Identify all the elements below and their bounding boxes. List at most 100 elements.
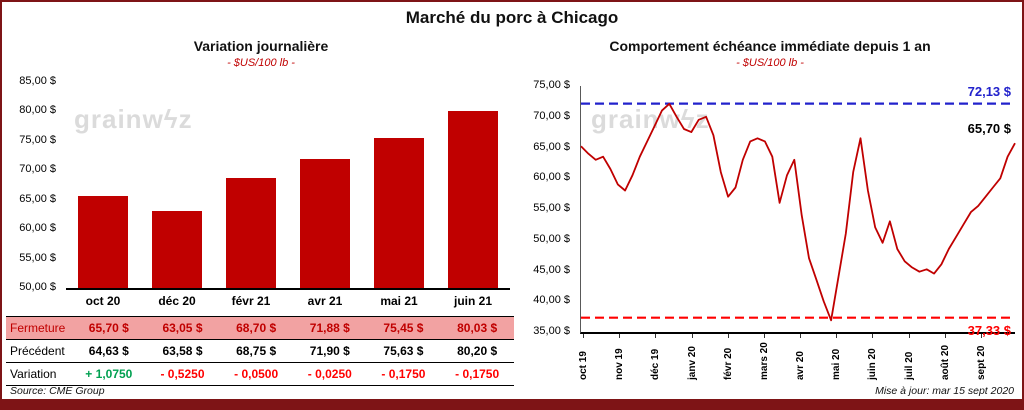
month-tick-label: mars 20 — [758, 342, 770, 380]
line-chart-plot: grainwϟz 72,13 $37,33 $65,70 $ — [580, 84, 1016, 338]
bar-category-label: juin 21 — [453, 294, 492, 308]
month-tick-label: déc 19 — [650, 348, 662, 380]
page-title: Marché du porc à Chicago — [405, 8, 619, 27]
grainwiz-watermark: grainwϟz — [74, 104, 193, 134]
x-tick-mark — [727, 334, 729, 338]
price-table: Fermeture 65,70 $ 63,05 $ 68,70 $ 71,88 $ 75,… — [6, 316, 514, 386]
table-cell: - 0,0250 — [307, 367, 352, 381]
price-line-chart — [580, 102, 1016, 322]
bar-category-label: avr 21 — [307, 294, 343, 308]
month-tick-label: oct 19 — [578, 351, 589, 380]
y-tick-label: 45,00 $ — [533, 263, 570, 276]
table-cell: - 0,5250 — [160, 367, 205, 381]
month-tick-label: juil 20 — [903, 351, 915, 380]
bar-chart-title: Variation journalière — [193, 38, 329, 54]
line-chart-y-axis: 75,00 $ 70,00 $ 65,00 $ 60,00 $ 55,00 $ 50,00… — [520, 79, 576, 337]
bar-category-label: févr 21 — [231, 294, 271, 308]
table-cell: 63,05 $ — [162, 321, 203, 335]
low-line-label: 37,33 $ — [967, 322, 1011, 338]
bottom-accent-bar — [2, 399, 1022, 408]
bar-avr-21 — [300, 159, 350, 288]
y-tick-label: 65,00 $ — [19, 192, 56, 205]
y-tick-label: 75,00 $ — [19, 133, 56, 146]
source-note: Source: CME Group — [10, 385, 105, 397]
price-series-line — [580, 102, 1016, 322]
line-chart-subtitle: - $US/100 lb - — [736, 57, 804, 69]
table-cell: 63,58 $ — [162, 344, 203, 358]
table-cell: 71,90 $ — [309, 344, 350, 358]
y-tick-label: 85,00 $ — [19, 75, 56, 87]
table-cell: 75,45 $ — [383, 321, 424, 335]
line-chart-x-axis: oct 19 nov 19 déc 19 janv 20 févr 20 mars 20 a… — [578, 334, 1014, 388]
table-cell: + 1,0750 — [85, 367, 133, 381]
table-cell: 80,20 $ — [457, 344, 498, 358]
x-tick-mark — [691, 334, 693, 338]
x-tick-mark — [655, 334, 657, 338]
table-cell: 68,70 $ — [236, 321, 277, 335]
y-tick-label: 70,00 $ — [533, 109, 570, 122]
bar-chart-plot: grainwϟz — [66, 82, 510, 290]
month-tick-label: févr 20 — [722, 347, 734, 380]
table-cell: 65,70 $ — [88, 321, 129, 335]
x-tick-mark — [763, 334, 765, 338]
month-tick-label: sept 20 — [975, 345, 987, 380]
y-tick-label: 65,00 $ — [533, 140, 570, 153]
y-tick-label: 50,00 $ — [19, 281, 56, 293]
y-tick-label: 35,00 $ — [533, 325, 570, 337]
bar-juin-21 — [448, 111, 498, 288]
bar-category-label: déc 20 — [158, 294, 196, 308]
table-cell: 68,75 $ — [236, 344, 277, 358]
month-tick-label: avr 20 — [795, 351, 806, 380]
bar-chart-y-axis: 85,00 $ 80,00 $ 75,00 $ 70,00 $ 65,00 $ 60,00… — [6, 75, 62, 293]
bar-mai-21 — [374, 138, 424, 288]
bar-oct-20 — [78, 195, 128, 288]
x-tick-mark — [980, 334, 982, 338]
y-tick-label: 40,00 $ — [533, 294, 570, 307]
table-cell: 75,63 $ — [383, 344, 424, 358]
x-tick-mark — [908, 334, 910, 338]
x-tick-mark — [944, 334, 946, 338]
bar-déc-20 — [152, 211, 202, 288]
y-tick-label: 50,00 $ — [533, 232, 570, 245]
lightning-bolt-icon: ϟ — [163, 104, 179, 134]
y-tick-label: 55,00 $ — [533, 202, 570, 214]
table-cell: 71,88 $ — [309, 321, 350, 335]
y-tick-label: 70,00 $ — [19, 163, 56, 176]
table-cell: - 0,1750 — [455, 367, 500, 381]
line-chart-title: Comportement échéance immédiate depuis 1… — [609, 38, 931, 54]
y-tick-label: 80,00 $ — [19, 104, 56, 117]
line-chart-area: 75,00 $ 70,00 $ 65,00 $ 60,00 $ 55,00 $ 50,00… — [520, 79, 1020, 388]
last-price-label: 65,70 $ — [967, 121, 1011, 137]
x-tick-mark — [872, 334, 874, 338]
month-tick-label: mai 20 — [831, 348, 843, 380]
table-cell: 64,63 $ — [88, 344, 129, 358]
month-tick-label: août 20 — [939, 344, 951, 380]
table-cell: 80,03 $ — [457, 321, 498, 335]
y-tick-label: 75,00 $ — [533, 79, 570, 91]
row-label: Précédent — [10, 344, 65, 358]
month-tick-label: nov 19 — [614, 348, 626, 380]
row-label: Variation — [10, 367, 57, 381]
table-row: Précédent 64,63 $ 63,58 $ 68,75 $ 71,90 $ 75,… — [6, 339, 514, 363]
row-label: Fermeture — [10, 321, 66, 335]
y-tick-label: 60,00 $ — [533, 171, 570, 184]
table-cell: - 0,1750 — [381, 367, 426, 381]
bar-chart-subtitle: - $US/100 lb - — [227, 57, 295, 69]
y-tick-label: 55,00 $ — [19, 251, 56, 264]
month-tick-label: janv 20 — [686, 346, 698, 380]
bar-chart-area: 85,00 $ 80,00 $ 75,00 $ 70,00 $ 65,00 $ 60,00… — [6, 75, 516, 318]
table-row: Fermeture 65,70 $ 63,05 $ 68,70 $ 71,88 $ 75,… — [6, 316, 514, 340]
x-tick-mark — [800, 334, 801, 338]
table-row: Variation + 1,0750 - 0,5250 - 0,0500 - 0,025… — [6, 362, 514, 386]
updated-note: Mise à jour: mar 15 sept 2020 — [875, 385, 1014, 397]
bar-chart-x-axis: oct 20 déc 20 févr 21 avr 21 mai 21 juin 21 — [66, 294, 510, 308]
month-tick-label: juin 20 — [867, 348, 879, 380]
table-cell: - 0,0500 — [234, 367, 279, 381]
bar-category-label: mai 21 — [380, 294, 418, 308]
high-line-label: 72,13 $ — [967, 84, 1011, 99]
bar-category-label: oct 20 — [85, 294, 121, 308]
x-tick-mark — [836, 334, 838, 338]
x-tick-mark — [583, 334, 584, 338]
bar-févr-21 — [226, 177, 276, 288]
